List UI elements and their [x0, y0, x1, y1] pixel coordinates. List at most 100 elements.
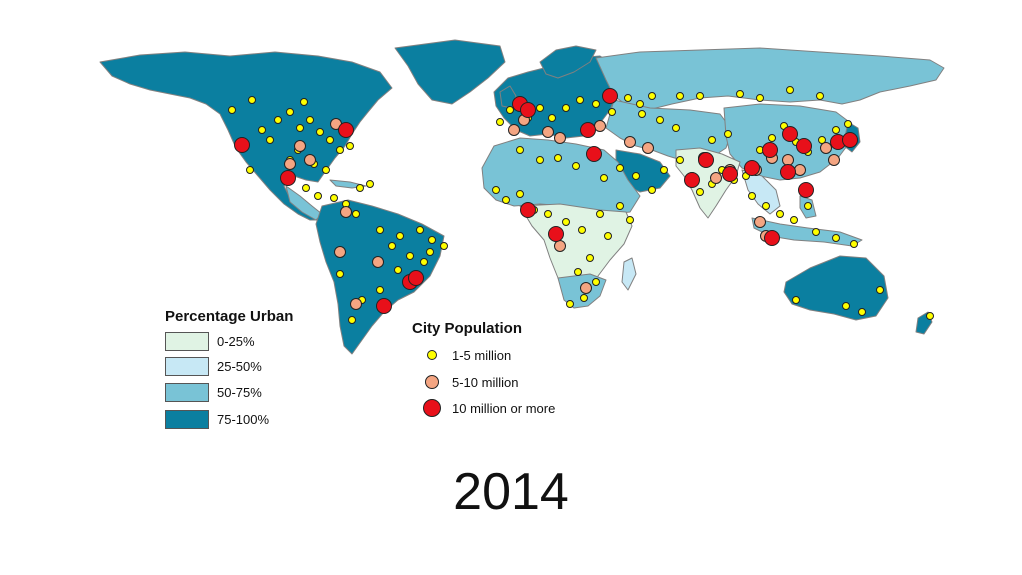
city-marker-small	[426, 248, 434, 256]
city-marker-small	[258, 126, 266, 134]
city-marker-large	[580, 122, 596, 138]
city-marker-large	[698, 152, 714, 168]
urban-swatch-75-100	[165, 409, 209, 429]
city-marker-small	[580, 294, 588, 302]
city-marker-small	[356, 184, 364, 192]
urban-legend-label: 0-25%	[217, 333, 255, 349]
city-marker-small	[632, 172, 640, 180]
city-marker-large	[520, 102, 536, 118]
city-marker-medium	[754, 216, 766, 228]
city-marker-small	[440, 242, 448, 250]
city-marker-medium	[340, 206, 352, 218]
city-marker-small	[366, 180, 374, 188]
city-marker-small	[592, 278, 600, 286]
southeast-asia	[741, 169, 781, 215]
city-marker-small	[636, 100, 644, 108]
city-marker-small	[842, 302, 850, 310]
city-marker-large	[722, 166, 738, 182]
greenland	[394, 39, 506, 105]
city-marker-medium	[710, 172, 722, 184]
city-marker-large	[376, 298, 392, 314]
city-marker-small	[346, 142, 354, 150]
city-marker-small	[348, 316, 356, 324]
city-marker-medium	[580, 282, 592, 294]
city-marker-small	[578, 226, 586, 234]
city-marker-small	[850, 240, 858, 248]
city-marker-large	[764, 230, 780, 246]
city-marker-large	[520, 202, 536, 218]
city-marker-medium-icon	[425, 375, 439, 389]
city-marker-large	[548, 226, 564, 242]
city-marker-medium	[372, 256, 384, 268]
year-label: 2014	[453, 463, 569, 521]
city-marker-small	[648, 92, 656, 100]
city-marker-small	[246, 166, 254, 174]
urban-swatch-25-50	[165, 356, 209, 376]
city-marker-small	[516, 190, 524, 198]
city-marker-small	[544, 210, 552, 218]
city-marker-medium	[820, 142, 832, 154]
urban-legend-label: 75-100%	[217, 411, 270, 427]
city-marker-small	[492, 186, 500, 194]
city-marker-small	[926, 312, 934, 320]
city-marker-large	[744, 160, 760, 176]
city-marker-medium	[828, 154, 840, 166]
city-marker-medium	[624, 136, 636, 148]
city-marker-small	[724, 130, 732, 138]
city-legend-label: 10 million or more	[452, 400, 556, 416]
world-map	[99, 39, 945, 355]
city-marker-small	[416, 226, 424, 234]
city-marker-large	[780, 164, 796, 180]
city-marker-small	[648, 186, 656, 194]
city-marker-small	[676, 156, 684, 164]
city-marker-large	[842, 132, 858, 148]
city-marker-small	[832, 234, 840, 242]
india	[675, 147, 741, 219]
city-marker-small	[676, 92, 684, 100]
urban-swatch-50-75	[165, 382, 209, 402]
city-marker-small	[306, 116, 314, 124]
south-america	[315, 199, 445, 355]
city-marker-small	[248, 96, 256, 104]
city-marker-small	[562, 218, 570, 226]
city-marker-small	[336, 270, 344, 278]
city-marker-small	[812, 228, 820, 236]
city-marker-small	[376, 286, 384, 294]
city-marker-small	[574, 268, 582, 276]
city-marker-small	[394, 266, 402, 274]
city-marker-small	[502, 196, 510, 204]
city-marker-small	[266, 136, 274, 144]
madagascar	[621, 257, 637, 291]
city-marker-medium	[794, 164, 806, 176]
city-marker-small	[376, 226, 384, 234]
city-legend-item: 1-5 million	[420, 344, 511, 366]
city-marker-small	[352, 210, 360, 218]
city-marker-small	[536, 104, 544, 112]
city-marker-small	[736, 90, 744, 98]
city-marker-small	[296, 124, 304, 132]
city-marker-small	[762, 202, 770, 210]
city-marker-small	[792, 296, 800, 304]
city-marker-small	[562, 104, 570, 112]
city-marker-small	[228, 106, 236, 114]
city-marker-small	[708, 136, 716, 144]
city-legend-label: 5-10 million	[452, 374, 519, 390]
city-marker-small	[554, 154, 562, 162]
city-marker-small	[536, 156, 544, 164]
city-marker-small	[790, 216, 798, 224]
city-marker-medium	[284, 158, 296, 170]
city-marker-small	[302, 184, 310, 192]
city-marker-small	[696, 92, 704, 100]
city-marker-small	[786, 86, 794, 94]
city-legend-label: 1-5 million	[452, 347, 512, 363]
city-marker-small	[336, 146, 344, 154]
city-marker-small	[428, 236, 436, 244]
city-marker-large	[234, 137, 250, 153]
city-marker-large	[798, 182, 814, 198]
city-marker-medium	[350, 298, 362, 310]
city-legend-title: City Population	[412, 320, 522, 337]
city-marker-small-icon	[427, 350, 437, 360]
city-marker-small	[816, 92, 824, 100]
city-marker-medium	[782, 154, 794, 166]
city-marker-small	[696, 188, 704, 196]
